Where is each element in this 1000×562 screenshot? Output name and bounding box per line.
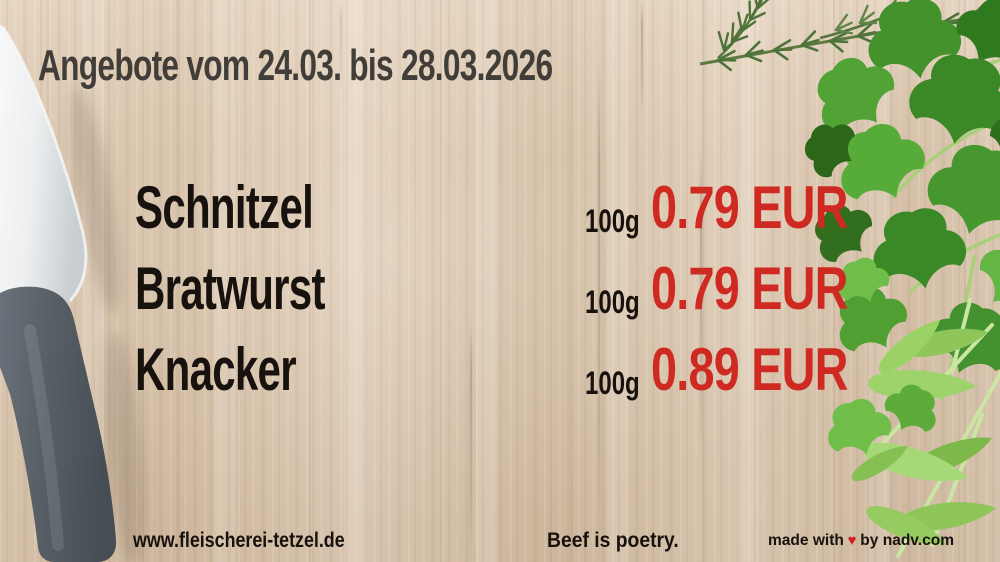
unit-label: 100g <box>585 365 640 401</box>
knife-handle <box>0 286 117 562</box>
offer-row-schnitzel: Schnitzel 100g 0.79 EUR <box>0 176 1000 238</box>
handle-highlight <box>24 324 64 551</box>
credit-suffix: by nadv.com <box>860 532 955 549</box>
knife-blade <box>0 24 86 339</box>
price-value: 0.89 EUR <box>651 336 848 403</box>
website-url: www.fleischerei-tetzel.de <box>133 529 345 552</box>
wood-crack <box>340 0 342 90</box>
wood-crack <box>700 150 702 460</box>
credit-prefix: made with <box>768 532 844 549</box>
herbs-image <box>699 0 1000 558</box>
unit-label: 100g <box>585 284 640 320</box>
wood-crack <box>598 60 600 562</box>
page-title: Angebote vom 24.03. bis 28.03.2026 <box>38 41 553 90</box>
arugula-cluster <box>818 298 1000 558</box>
blade-edge-highlight <box>1 26 88 302</box>
chef-knife-image <box>0 24 146 562</box>
handle-shadow <box>104 330 146 562</box>
slogan-text: Beef is poetry. <box>547 529 679 552</box>
wood-crack <box>470 320 472 562</box>
price-value: 0.79 EUR <box>651 174 848 241</box>
blade-shadow <box>72 86 120 314</box>
offer-row-bratwurst: Bratwurst 100g 0.79 EUR <box>0 257 1000 319</box>
unit-label: 100g <box>585 203 640 239</box>
price-value: 0.79 EUR <box>651 255 848 322</box>
product-name: Bratwurst <box>135 255 325 322</box>
product-name: Schnitzel <box>135 174 314 241</box>
offer-row-knacker: Knacker 100g 0.89 EUR <box>0 338 1000 400</box>
wood-crack <box>641 0 643 120</box>
heart-icon: ♥ <box>847 532 857 549</box>
product-name: Knacker <box>135 336 297 403</box>
credit-text: made with ♥ by nadv.com <box>768 533 954 549</box>
footer: www.fleischerei-tetzel.de Beef is poetry… <box>0 526 1000 554</box>
